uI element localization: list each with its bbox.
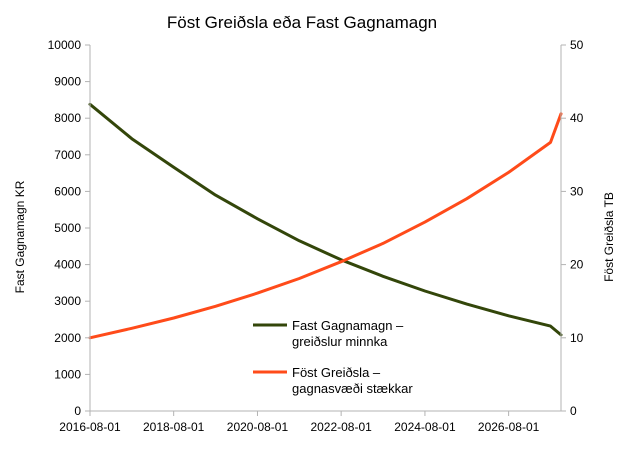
chart-title: Föst Greiðsla eða Fast Gagnamagn (167, 13, 437, 32)
left-tick-label: 0 (74, 404, 81, 418)
series-line-1 (88, 102, 563, 337)
x-tick-label: 2018-08-01 (143, 420, 205, 434)
legend-label-series-2: Föst Greiðsla – gagnasvæði stækkar (292, 365, 413, 396)
left-tick-label: 4000 (54, 258, 81, 272)
left-tick-label: 6000 (54, 184, 81, 198)
left-tick-label: 10000 (48, 38, 82, 52)
left-axis-label: Fast Gagnamagn KR (13, 180, 27, 293)
x-tick-label: 2020-08-01 (227, 420, 289, 434)
left-tick-label: 1000 (54, 367, 81, 381)
left-tick-label: 3000 (54, 294, 81, 308)
right-tick-label: 10 (570, 331, 584, 345)
x-tick-label: 2016-08-01 (59, 420, 121, 434)
left-tick-label: 5000 (54, 221, 81, 235)
series-line-2 (88, 112, 563, 340)
right-axis-ticks: 0 10 20 30 40 50 (561, 38, 584, 418)
x-tick-label: 2026-08-01 (478, 420, 540, 434)
x-axis-ticks: 2016-08-01 2018-08-01 2020-08-01 2022-08-01… (59, 411, 540, 434)
plot-lines (88, 102, 563, 340)
left-axis-ticks: 0 1000 2000 3000 4000 5000 6000 7000 8000 9000 100… (48, 38, 90, 418)
left-tick-label: 8000 (54, 111, 81, 125)
right-tick-label: 50 (570, 38, 584, 52)
left-tick-label: 9000 (54, 75, 81, 89)
right-tick-label: 0 (570, 404, 577, 418)
right-tick-label: 20 (570, 258, 584, 272)
left-tick-label: 7000 (54, 148, 81, 162)
x-tick-label: 2024-08-01 (394, 420, 456, 434)
legend: Fast Gagnamagn – greiðslur minnka Föst G… (253, 318, 413, 396)
right-tick-label: 40 (570, 111, 584, 125)
legend-label-series-1: Fast Gagnamagn – greiðslur minnka (292, 318, 407, 349)
left-tick-label: 2000 (54, 331, 81, 345)
right-axis-label: Föst Greiðsla TB (602, 192, 616, 282)
right-tick-label: 30 (570, 184, 584, 198)
x-tick-label: 2022-08-01 (310, 420, 372, 434)
